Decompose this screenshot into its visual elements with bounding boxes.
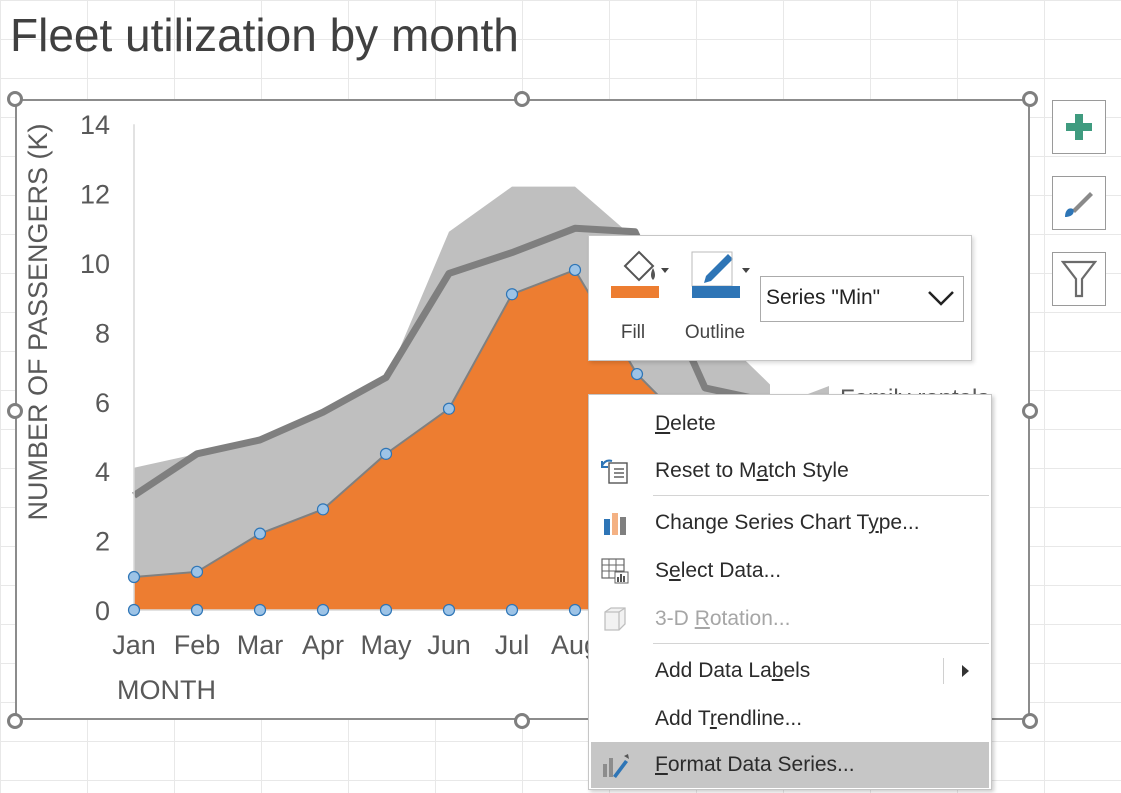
series-selector-value: Series "Min" — [766, 286, 881, 309]
format-mini-toolbar: Fill Outline Series "Min" — [588, 235, 972, 361]
rotation-icon — [604, 607, 626, 631]
select-data-icon — [601, 558, 629, 584]
menu-item-delete[interactable]: Delete — [655, 412, 716, 435]
x-tick-label: Jul — [495, 630, 530, 660]
series-min-point — [379, 447, 393, 460]
resize-handle-bottom-right[interactable] — [1022, 713, 1038, 729]
series-min-point — [505, 288, 519, 301]
series-min-point — [442, 402, 456, 415]
fill-button[interactable]: Fill — [609, 244, 669, 354]
series-min-point — [630, 367, 644, 381]
menu-separator — [653, 643, 989, 644]
menu-item-add-trendline[interactable]: Add Trendline... — [655, 707, 803, 730]
outline-color-swatch — [692, 286, 740, 298]
plus-icon — [1066, 114, 1092, 140]
filter-icon — [1061, 260, 1097, 298]
x-tick-label: Jan — [112, 630, 156, 660]
y-tick-label: 14 — [80, 110, 110, 140]
series-selector-dropdown[interactable]: Series "Min" — [760, 276, 964, 322]
series-min-point — [316, 503, 330, 516]
chart-elements-button[interactable] — [1052, 100, 1106, 154]
menu-separator — [653, 495, 989, 496]
series-min-point — [190, 565, 204, 578]
series-min-point — [127, 570, 141, 584]
x-tick-label: Feb — [174, 630, 221, 660]
series-min-baseline-point — [505, 603, 519, 617]
series-min-point — [253, 527, 267, 540]
submenu-divider — [943, 658, 944, 684]
sheet-title: Fleet utilization by month — [10, 9, 519, 61]
reset-style-icon — [601, 459, 628, 484]
chart-type-icon — [604, 513, 626, 535]
y-tick-label: 4 — [95, 457, 110, 487]
x-tick-label: May — [360, 630, 412, 660]
outline-button[interactable]: Outline — [681, 244, 757, 354]
y-tick-label: 12 — [80, 180, 110, 210]
series-min-baseline-point — [568, 603, 582, 617]
context-menu: Delete Reset to Match Style Change Serie… — [588, 394, 992, 790]
pencil-icon — [691, 251, 750, 298]
chart-filters-button[interactable] — [1052, 252, 1106, 306]
resize-handle-top-left[interactable] — [7, 91, 23, 107]
series-min-point — [568, 263, 582, 277]
y-tick-label: 6 — [95, 388, 110, 418]
series-min-baseline-point — [442, 603, 456, 617]
fill-label: Fill — [620, 322, 646, 343]
menu-item-select-data[interactable]: Select Data... — [591, 548, 989, 594]
y-tick-label: 10 — [80, 249, 110, 279]
menu-item-format-data-series[interactable]: Format Data Series... — [591, 742, 989, 788]
series-min-baseline-point — [379, 603, 393, 617]
resize-handle-right[interactable] — [1022, 403, 1038, 419]
resize-handle-left[interactable] — [7, 403, 23, 419]
menu-item-3d-rotation[interactable]: 3-D Rotation... — [591, 596, 989, 642]
submenu-arrow-icon — [962, 665, 969, 677]
resize-handle-bottom-left[interactable] — [7, 713, 23, 729]
paint-bucket-icon — [611, 250, 669, 298]
series-min-baseline-point — [190, 603, 204, 617]
outline-label: Outline — [684, 322, 746, 343]
y-tick-label: 8 — [95, 318, 110, 348]
menu-item-change-series-chart-type[interactable]: Change Series Chart Type... — [591, 500, 989, 546]
x-axis-title: MONTH — [117, 675, 216, 705]
x-tick-label: Mar — [237, 630, 284, 660]
menu-item-add-data-labels[interactable]: Add Data Labels — [591, 648, 989, 694]
series-min-baseline-point — [127, 603, 141, 617]
resize-handle-top[interactable] — [514, 91, 530, 107]
chevron-down-icon — [928, 291, 954, 306]
series-min-baseline-point — [253, 603, 267, 617]
menu-item-reset-to-match-style[interactable]: Reset to Match Style — [591, 448, 989, 494]
x-tick-label: Apr — [302, 630, 344, 660]
fill-color-swatch — [611, 286, 659, 298]
y-axis-title: NUMBER OF PASSENGERS (K) — [23, 123, 53, 520]
brush-icon — [1065, 192, 1093, 217]
format-series-icon — [603, 754, 629, 778]
chart-styles-button[interactable] — [1052, 176, 1106, 230]
y-tick-label: 0 — [95, 596, 110, 626]
series-min-baseline-point — [316, 603, 330, 617]
y-tick-label: 2 — [95, 527, 110, 557]
series-min-area — [134, 269, 685, 610]
x-tick-label: Jun — [427, 630, 471, 660]
resize-handle-top-right[interactable] — [1022, 91, 1038, 107]
resize-handle-bottom[interactable] — [514, 713, 530, 729]
